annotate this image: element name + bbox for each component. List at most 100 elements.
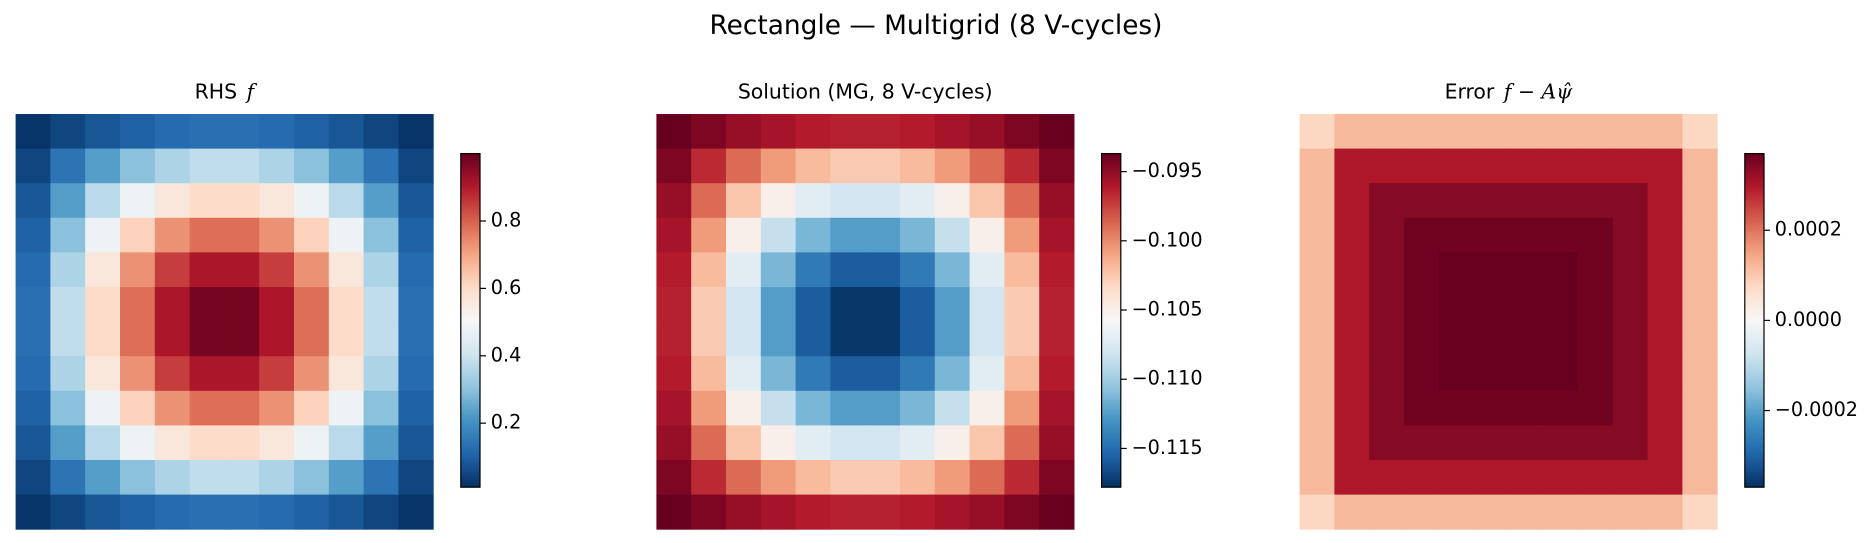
heatmap-cell — [1334, 252, 1370, 288]
heatmap-cell — [1508, 390, 1544, 426]
heatmap-cell — [1369, 287, 1405, 323]
heatmap-cell — [1299, 252, 1335, 288]
heatmap-cell — [1438, 460, 1475, 496]
heatmap-cell — [1578, 148, 1614, 184]
heatmap-cell — [259, 114, 295, 150]
heatmap-cell — [15, 148, 51, 184]
heatmap-cell — [154, 390, 191, 426]
heatmap-cell — [1334, 390, 1370, 426]
heatmap-cell — [1039, 217, 1075, 253]
heatmap-cell — [691, 114, 727, 150]
heatmap-cell — [363, 252, 399, 288]
heatmap-cell — [1404, 252, 1440, 288]
heatmap-cell — [934, 460, 971, 496]
heatmap-cell — [1004, 217, 1040, 253]
heatmap-cell — [1647, 252, 1683, 288]
panel-title-part: Error — [1445, 79, 1495, 103]
heatmap-cell — [760, 390, 797, 426]
heatmap-cell — [1299, 183, 1335, 219]
heatmap-cell — [1612, 356, 1649, 392]
heatmap-cell — [85, 114, 121, 150]
heatmap-cell — [760, 148, 797, 184]
heatmap-cell — [1334, 494, 1370, 530]
heatmap-cell — [900, 287, 936, 323]
heatmap-cell — [363, 148, 399, 184]
heatmap-cell — [1039, 183, 1075, 219]
heatmap-cell — [189, 494, 225, 530]
heatmap-cell — [795, 356, 831, 392]
heatmap-cell — [691, 494, 727, 530]
heatmap-cell — [154, 494, 191, 530]
heatmap-cell — [1004, 494, 1040, 530]
heatmap-cell — [398, 287, 434, 323]
heatmap-cell — [1004, 183, 1040, 219]
heatmap-cell — [726, 114, 762, 150]
heatmap-cell — [1473, 114, 1509, 150]
heatmap-cell — [1578, 494, 1614, 530]
heatmap-cell — [189, 252, 225, 288]
heatmap-cell — [1508, 460, 1544, 496]
heatmap-cell — [224, 114, 260, 150]
heatmap-cell — [50, 148, 86, 184]
heatmap-cell — [726, 460, 762, 496]
heatmap-cell — [85, 287, 121, 323]
heatmap-cell — [900, 148, 936, 184]
heatmap-cell — [15, 287, 51, 323]
heatmap-cell — [189, 217, 225, 253]
heatmap-cell — [726, 390, 762, 426]
heatmap-cell — [189, 460, 225, 496]
heatmap-cell — [934, 425, 971, 461]
heatmap-cell — [1578, 321, 1614, 357]
heatmap-cell — [795, 217, 831, 253]
panel-title-part: f − Aψ̂ — [1502, 79, 1573, 103]
heatmap-cell — [795, 287, 831, 323]
heatmap-cell — [656, 390, 692, 426]
heatmap-cell — [656, 252, 692, 288]
heatmap-cell — [1508, 148, 1544, 184]
heatmap-cell — [328, 148, 365, 184]
heatmap-cell — [830, 287, 866, 323]
heatmap-cell — [1334, 217, 1370, 253]
heatmap-cell — [398, 183, 434, 219]
heatmap-cell — [934, 494, 971, 530]
heatmap-cell — [760, 356, 797, 392]
heatmap-cell — [1473, 321, 1509, 357]
heatmap-cell — [363, 321, 399, 357]
heatmap-cell — [900, 217, 936, 253]
heatmap-cell — [1369, 321, 1405, 357]
heatmap-cell — [224, 252, 260, 288]
heatmap-cell — [1438, 183, 1475, 219]
heatmap-cell — [656, 494, 692, 530]
heatmap-cell — [900, 494, 936, 530]
heatmap-cell — [398, 252, 434, 288]
heatmap-cell — [969, 494, 1005, 530]
heatmap-cell — [934, 252, 971, 288]
heatmap-cell — [1334, 183, 1370, 219]
heatmap-cell — [1647, 356, 1683, 392]
heatmap-cell — [1299, 321, 1335, 357]
heatmap-cell — [294, 460, 330, 496]
heatmap-cell — [189, 425, 225, 461]
heatmap-cell — [1682, 148, 1718, 184]
heatmap-cell — [189, 321, 225, 357]
heatmap-cell — [969, 390, 1005, 426]
heatmap-cell — [294, 217, 330, 253]
heatmap-cell — [1004, 390, 1040, 426]
heatmap-cell — [1438, 217, 1475, 253]
panel-title-part: Solution (MG, 8 V-cycles) — [738, 79, 993, 103]
heatmap-cell — [120, 356, 156, 392]
heatmap-cell — [1578, 217, 1614, 253]
heatmap-cell — [830, 217, 866, 253]
heatmap-cell — [120, 321, 156, 357]
heatmap-cell — [294, 287, 330, 323]
heatmap-cell — [1578, 356, 1614, 392]
heatmap-cell — [1473, 494, 1509, 530]
heatmap-cell — [259, 356, 295, 392]
heatmap-cell — [1404, 148, 1440, 184]
heatmap-cell — [726, 217, 762, 253]
heatmap-cell — [900, 460, 936, 496]
heatmap-cell — [1578, 460, 1614, 496]
heatmap-cell — [795, 183, 831, 219]
heatmap-cell — [294, 183, 330, 219]
